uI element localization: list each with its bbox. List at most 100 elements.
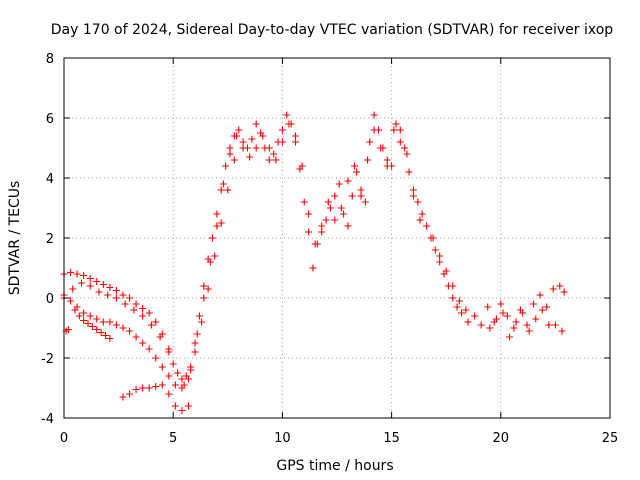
series-track-4	[71, 306, 114, 342]
y-tick-label: -4	[41, 412, 54, 427]
data-point	[139, 384, 147, 392]
data-point	[71, 306, 79, 314]
data-point	[174, 369, 182, 377]
data-point	[97, 329, 105, 336]
data-point	[403, 150, 411, 158]
y-tick-label: 4	[46, 172, 54, 187]
data-point	[204, 285, 212, 293]
data-point	[132, 386, 140, 393]
data-point	[224, 186, 232, 194]
y-axis-ticks: -4 -2 0 2 4 6 8	[41, 52, 610, 427]
data-point	[453, 303, 461, 311]
data-point	[331, 192, 339, 200]
data-point	[106, 318, 114, 326]
grid-lines	[64, 58, 610, 418]
data-point	[305, 228, 313, 236]
data-point	[171, 402, 179, 410]
data-point	[497, 300, 505, 308]
data-point	[337, 204, 345, 212]
data-point	[226, 144, 234, 152]
data-point	[248, 135, 256, 143]
data-point	[272, 156, 280, 164]
data-point	[285, 120, 293, 128]
data-point	[139, 312, 147, 320]
data-point	[86, 312, 94, 320]
data-point	[106, 335, 114, 342]
data-point	[73, 270, 81, 278]
x-tick-label: 20	[493, 431, 510, 446]
series-track-3	[60, 156, 238, 392]
data-point	[259, 132, 267, 140]
data-point	[416, 216, 424, 224]
data-point	[305, 210, 313, 218]
data-points	[60, 111, 568, 414]
data-point	[171, 381, 179, 389]
data-point	[344, 222, 352, 230]
data-point	[165, 348, 173, 356]
data-point	[112, 294, 120, 302]
data-point	[119, 393, 127, 401]
data-point	[252, 144, 260, 152]
data-point	[145, 309, 153, 317]
data-point	[549, 285, 557, 293]
data-point	[178, 375, 186, 383]
data-point	[464, 318, 472, 326]
data-point	[252, 120, 260, 128]
data-point	[99, 318, 107, 326]
data-point	[377, 144, 385, 152]
data-point	[396, 138, 404, 146]
data-point	[503, 312, 511, 320]
data-point	[126, 327, 134, 335]
data-point	[543, 303, 551, 311]
data-point	[147, 321, 155, 329]
data-point	[132, 300, 140, 308]
y-tick-label: 0	[46, 292, 54, 307]
x-tick-label: 25	[602, 431, 619, 446]
data-point	[429, 234, 437, 242]
data-point	[551, 321, 559, 329]
data-point	[95, 288, 103, 296]
data-point	[392, 120, 400, 128]
data-point	[370, 111, 378, 119]
data-point	[93, 278, 101, 285]
data-point	[88, 323, 96, 330]
data-point	[409, 186, 417, 194]
data-point	[169, 360, 177, 368]
data-point	[449, 294, 457, 302]
data-point	[512, 318, 520, 326]
data-point	[158, 381, 166, 389]
data-point	[80, 309, 88, 317]
data-point	[165, 372, 173, 380]
data-point	[405, 168, 413, 176]
data-point	[75, 312, 83, 320]
data-point	[545, 321, 553, 329]
data-point	[226, 150, 234, 158]
data-point	[477, 321, 485, 329]
data-point	[219, 180, 227, 188]
data-point	[246, 153, 254, 161]
data-point	[86, 282, 94, 290]
data-point	[431, 246, 439, 254]
chart-title: Day 170 of 2024, Sidereal Day-to-day VTE…	[51, 22, 614, 38]
data-point	[126, 294, 134, 302]
data-point	[165, 390, 173, 398]
data-point	[191, 348, 199, 356]
data-point	[145, 345, 153, 353]
data-point	[409, 192, 417, 200]
data-point	[383, 156, 391, 164]
data-point	[530, 300, 538, 308]
data-point	[462, 306, 470, 314]
data-point	[309, 264, 317, 272]
data-point	[178, 407, 186, 414]
data-point	[436, 252, 444, 260]
data-point	[536, 291, 544, 299]
data-point	[86, 275, 94, 282]
series-track-6	[119, 381, 192, 414]
data-point	[326, 204, 334, 212]
data-point	[348, 192, 356, 200]
data-point	[200, 282, 208, 290]
data-point	[506, 333, 514, 341]
data-point	[361, 198, 369, 206]
data-point	[67, 269, 75, 276]
